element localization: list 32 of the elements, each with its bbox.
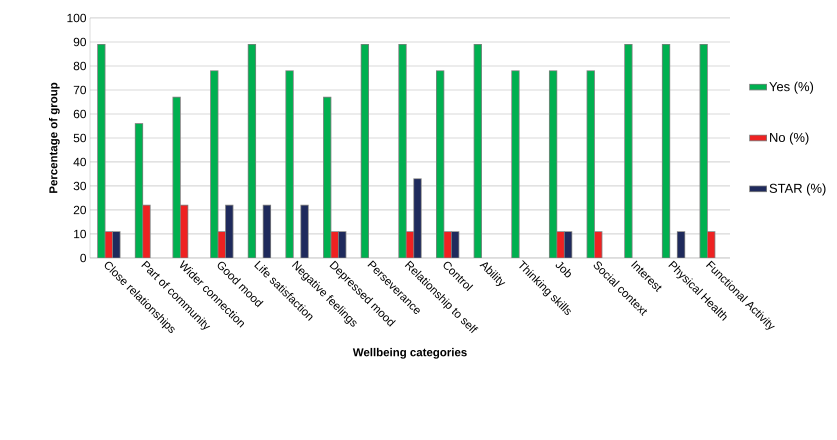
x-tick-label: Job	[556, 262, 571, 278]
legend-label: No (%)	[770, 132, 808, 145]
bar	[662, 44, 670, 258]
y-tick-label: 20	[74, 206, 86, 214]
bar	[285, 70, 294, 258]
y-tick-label: 40	[73, 158, 86, 166]
bar	[413, 178, 422, 258]
y-tick-label: 60	[74, 110, 86, 118]
legend-label: Yes (%)	[769, 82, 814, 94]
bar	[556, 231, 565, 258]
y-tick-label: 30	[74, 182, 86, 190]
bar	[142, 204, 151, 258]
y-tick-label: 100	[67, 14, 86, 22]
bar	[406, 231, 414, 258]
y-axis-title: Percentage of group	[48, 82, 60, 193]
y-tick-label: 10	[74, 230, 86, 238]
bar	[300, 204, 309, 258]
bar	[548, 70, 558, 258]
bar	[676, 231, 686, 258]
bar	[262, 204, 272, 258]
y-tick-label: 70	[74, 86, 86, 94]
y-tick-label: 90	[74, 38, 86, 46]
bar	[134, 123, 144, 258]
y-tick-label: 0	[80, 254, 86, 262]
bar	[564, 231, 572, 258]
bar	[511, 70, 520, 258]
bar	[398, 44, 407, 258]
x-axis-title: Wellbeing categories	[352, 348, 467, 359]
bar	[248, 44, 256, 258]
y-tick-label: 80	[74, 62, 86, 70]
legend-label: STAR (%)	[770, 183, 826, 196]
y-tick-label: 50	[74, 134, 86, 142]
